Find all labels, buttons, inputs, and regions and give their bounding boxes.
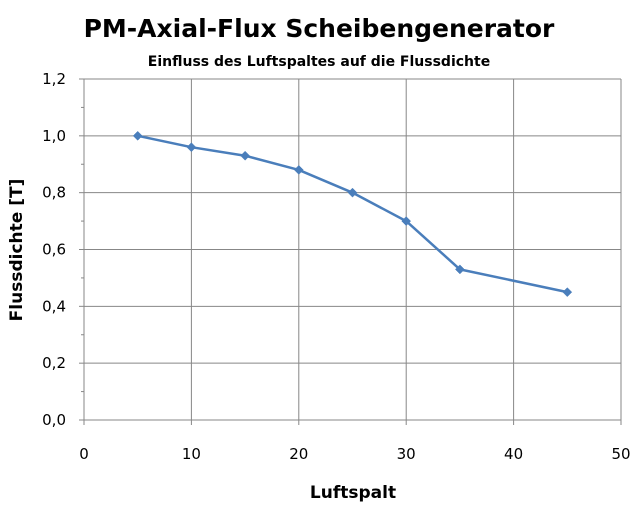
series-layer — [132, 130, 573, 297]
x-tick-label: 10 — [182, 445, 201, 463]
y-tick-label: 0,4 — [42, 297, 66, 315]
y-tick-label: 1,2 — [42, 70, 66, 88]
y-axis-title: Flussdichte [T] — [7, 179, 27, 322]
x-tick-label: 20 — [289, 445, 308, 463]
x-tick-label: 50 — [611, 445, 630, 463]
y-tick-label: 1,0 — [42, 127, 66, 145]
data-point — [293, 165, 304, 175]
x-tick-label: 30 — [397, 445, 416, 463]
y-tick-label: 0,8 — [42, 184, 66, 202]
chart-subtitle: Einfluss des Luftspaltes auf die Flussdi… — [148, 54, 490, 70]
data-point — [455, 264, 465, 275]
x-tick-label: 0 — [79, 445, 89, 463]
y-tick-label: 0,6 — [42, 241, 66, 259]
x-tick-label: 40 — [504, 445, 523, 463]
series-line — [137, 134, 568, 294]
data-point — [347, 187, 358, 198]
tick-labels: 0 10 20 30 40 50 0,0 0,2 0,4 0,6 0,8 1,0 1,2 — [42, 70, 630, 463]
y-tick-label: 0,2 — [42, 354, 66, 372]
axes — [79, 78, 622, 425]
data-point — [562, 287, 573, 297]
grid — [84, 78, 622, 420]
y-tick-label: 0,0 — [42, 411, 66, 429]
data-point — [240, 150, 250, 161]
data-point — [132, 130, 143, 141]
x-axis-title: Luftspalt — [310, 483, 396, 503]
data-point — [401, 216, 412, 226]
chart-title: PM-Axial-Flux Scheibengenerator — [84, 14, 555, 43]
data-point — [186, 142, 197, 153]
